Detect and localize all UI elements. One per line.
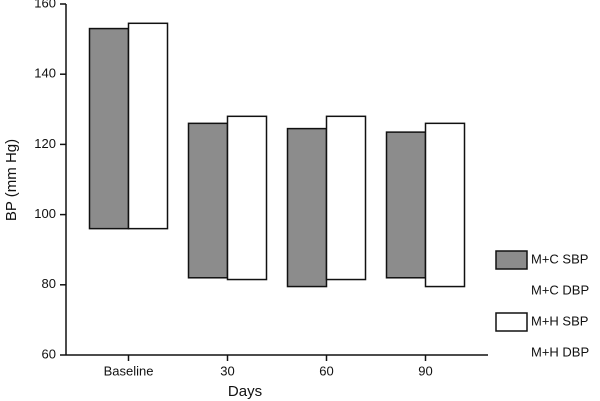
y-tick-label: 160 xyxy=(34,0,56,10)
y-tick-label: 60 xyxy=(42,346,56,361)
y-tick-label: 80 xyxy=(42,276,56,291)
legend-label: M+C SBP xyxy=(531,251,588,266)
bar xyxy=(286,127,328,288)
legend-swatch xyxy=(495,250,528,270)
x-tick-label: 90 xyxy=(418,363,432,378)
bar xyxy=(127,22,169,230)
bar xyxy=(88,27,130,230)
bar xyxy=(385,131,427,279)
bar xyxy=(187,122,229,279)
bar xyxy=(226,115,268,281)
bar xyxy=(424,122,466,288)
y-tick-label: 100 xyxy=(34,206,56,221)
x-tick-label: Baseline xyxy=(104,363,154,378)
x-tick-label: 30 xyxy=(220,363,234,378)
x-axis-label: Days xyxy=(228,383,262,400)
bar xyxy=(325,115,367,281)
legend-label: M+H DBP xyxy=(531,344,589,359)
y-tick-label: 120 xyxy=(34,136,56,151)
y-tick-label: 140 xyxy=(34,66,56,81)
y-axis-label: BP (mm Hg) xyxy=(3,139,20,221)
x-tick-label: 60 xyxy=(319,363,333,378)
legend-label: M+C DBP xyxy=(531,282,589,297)
legend-swatch xyxy=(495,312,528,332)
legend-label: M+H SBP xyxy=(531,313,588,328)
